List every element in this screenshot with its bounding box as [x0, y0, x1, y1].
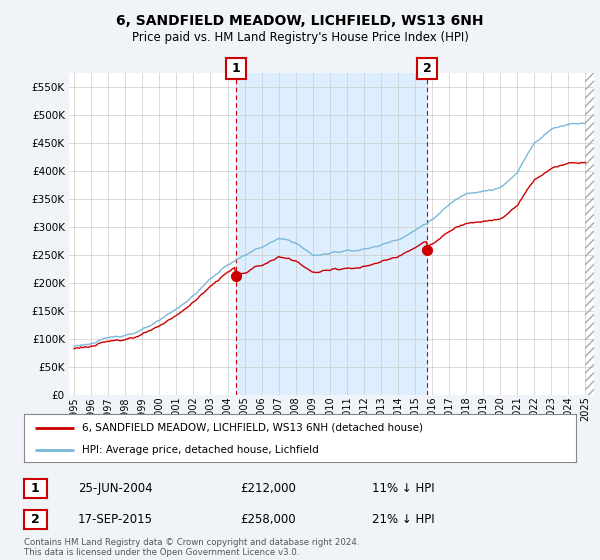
Bar	[236, 73, 427, 395]
Text: 17-SEP-2015: 17-SEP-2015	[78, 513, 153, 526]
Text: 11% ↓ HPI: 11% ↓ HPI	[372, 482, 434, 495]
Text: 21% ↓ HPI: 21% ↓ HPI	[372, 513, 434, 526]
Text: 2: 2	[423, 62, 431, 75]
Text: 6, SANDFIELD MEADOW, LICHFIELD, WS13 6NH (detached house): 6, SANDFIELD MEADOW, LICHFIELD, WS13 6NH…	[82, 423, 423, 433]
Text: HPI: Average price, detached house, Lichfield: HPI: Average price, detached house, Lich…	[82, 445, 319, 455]
Text: £258,000: £258,000	[240, 513, 296, 526]
Text: 1: 1	[232, 62, 240, 75]
Text: £212,000: £212,000	[240, 482, 296, 495]
Text: 2: 2	[31, 513, 40, 526]
Text: 25-JUN-2004: 25-JUN-2004	[78, 482, 152, 495]
Text: 6, SANDFIELD MEADOW, LICHFIELD, WS13 6NH: 6, SANDFIELD MEADOW, LICHFIELD, WS13 6NH	[116, 14, 484, 28]
Bar	[586, 73, 594, 395]
Text: 1: 1	[31, 482, 40, 495]
Bar	[586, 73, 594, 395]
Text: Contains HM Land Registry data © Crown copyright and database right 2024.
This d: Contains HM Land Registry data © Crown c…	[24, 538, 359, 557]
Text: Price paid vs. HM Land Registry's House Price Index (HPI): Price paid vs. HM Land Registry's House …	[131, 31, 469, 44]
